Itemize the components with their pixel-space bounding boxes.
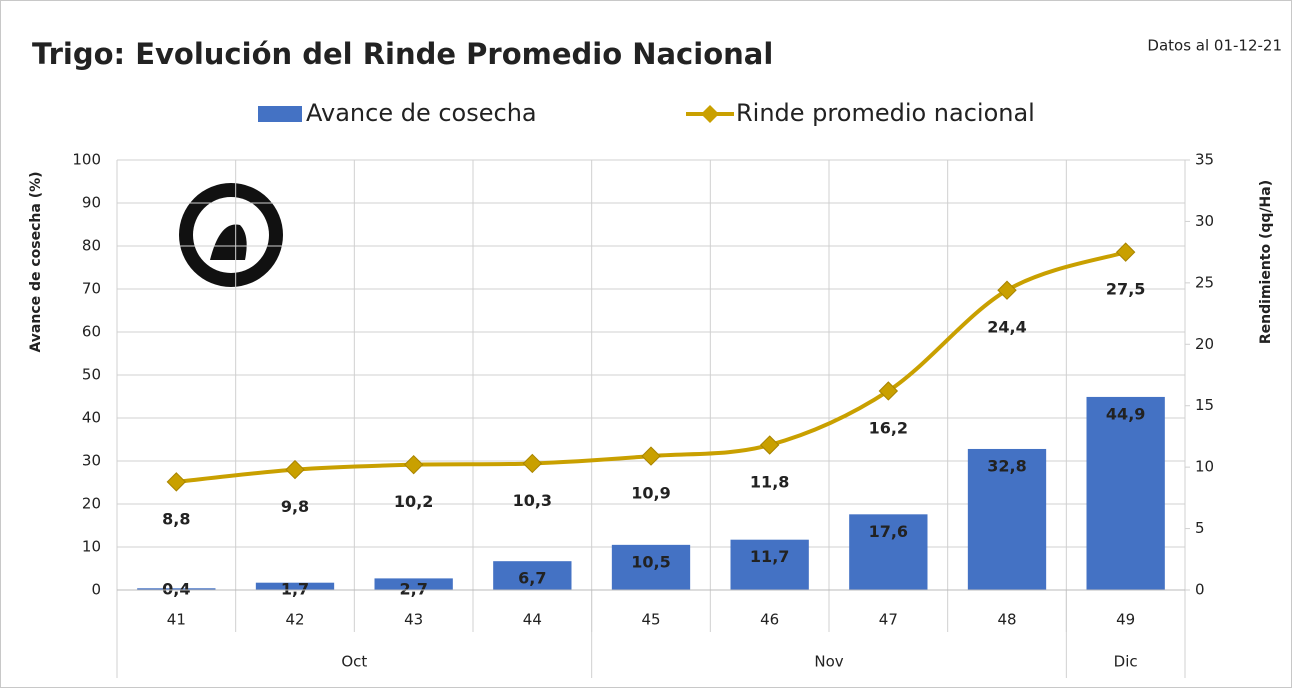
y2-tick-label: 25 [1195,273,1214,291]
x-tick-label: 46 [760,611,779,629]
bar [611,544,691,590]
group-label: Dic [1114,653,1138,671]
line-marker [878,381,899,401]
line-value-label: 11,8 [750,473,789,492]
logo [179,183,283,287]
x-tick-label: 49 [1116,611,1135,629]
bar [255,582,335,590]
y-tick-label: 50 [82,366,101,384]
y2-tick-label: 20 [1195,335,1214,353]
bar-value-label: 6,7 [518,569,546,588]
line-value-label: 8,8 [162,509,190,528]
y-tick-label: 70 [82,280,101,298]
x-tick-label: 47 [879,611,898,629]
y-tick-label: 30 [82,452,101,470]
chart-title: Trigo: Evolución del Rinde Promedio Naci… [32,37,773,71]
bar [137,588,216,590]
bar [849,514,928,590]
group-label: Oct [341,653,367,671]
y2-tick-label: 15 [1195,396,1214,414]
x-tick-label: 43 [404,611,423,629]
x-tick-label: 45 [641,611,660,629]
bar-value-label: 32,8 [987,456,1026,475]
line [176,250,1127,484]
y2-tick-label: 30 [1195,212,1214,230]
bar [730,539,809,590]
line-value-label: 24,4 [987,318,1026,337]
line-marker [403,454,424,475]
line-marker [522,453,543,474]
bar-value-label: 1,7 [281,580,309,599]
line-value-label: 27,5 [1106,280,1145,299]
x-tick-label: 48 [997,611,1016,629]
bar [374,578,453,590]
line-marker [759,435,780,455]
bar-value-label: 10,5 [631,552,670,571]
y-tick-label: 40 [82,409,101,427]
line-marker [285,459,305,480]
y-tick-label: 100 [72,151,101,169]
bar [967,448,1047,590]
y-tick-label: 60 [82,323,101,341]
y2-axis-label: Rendimiento (qq/Ha) [1258,180,1274,344]
y-tick-label: 10 [82,538,101,556]
y-axis-label: Avance de cosecha (%) [28,171,44,352]
y2-tick-label: 5 [1195,519,1205,537]
line-marker [166,472,187,492]
bar-value-label: 2,7 [399,580,427,599]
y-tick-label: 80 [82,237,101,255]
y-tick-label: 20 [82,495,101,513]
line-value-label: 16,2 [869,418,908,437]
y-tick-label: 90 [82,194,101,212]
x-tick-label: 41 [167,611,186,629]
line-value-label: 9,8 [281,497,309,516]
line-value-label: 10,3 [513,491,552,510]
bar [493,561,572,590]
line-marker [1115,242,1136,262]
bar-value-label: 44,9 [1106,404,1145,423]
y2-tick-label: 0 [1195,581,1205,599]
subtitle: Datos al 01-12-21 [1147,37,1282,55]
bar-value-label: 17,6 [869,522,908,541]
legend-marker [701,105,719,123]
line-value-label: 10,9 [631,484,670,503]
line-marker [997,280,1017,300]
x-tick-label: 42 [285,611,304,629]
y-tick-label: 0 [91,581,101,599]
y2-tick-label: 35 [1195,151,1214,169]
legend-label: Rinde promedio nacional [736,99,1035,127]
line-marker [641,446,661,466]
bar [1086,396,1165,590]
line-value-label: 10,2 [394,492,433,511]
bar-value-label: 0,4 [162,580,190,599]
y2-tick-label: 10 [1195,458,1214,476]
bar-value-label: 11,7 [750,547,789,566]
legend-label: Avance de cosecha [306,99,537,127]
legend-swatch [258,106,302,122]
group-label: Nov [814,653,843,671]
x-tick-label: 44 [523,611,542,629]
